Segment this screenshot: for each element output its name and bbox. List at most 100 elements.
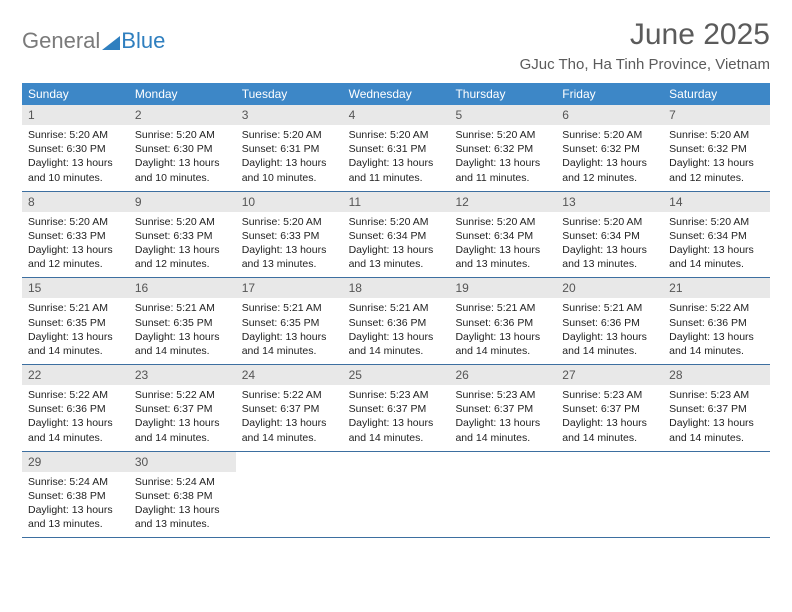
sunset-text: Sunset: 6:30 PM: [135, 142, 230, 156]
daylight-text-2: and 11 minutes.: [349, 171, 444, 185]
sunset-text: Sunset: 6:37 PM: [669, 402, 764, 416]
day-content: Sunrise: 5:21 AMSunset: 6:36 PMDaylight:…: [449, 298, 556, 364]
daylight-text-2: and 13 minutes.: [455, 257, 550, 271]
calendar-day: 17Sunrise: 5:21 AMSunset: 6:35 PMDayligh…: [236, 278, 343, 364]
calendar-page: General Blue June 2025 GJuc Tho, Ha Tinh…: [0, 0, 792, 548]
calendar-day: 7Sunrise: 5:20 AMSunset: 6:32 PMDaylight…: [663, 105, 770, 191]
day-number: 12: [449, 192, 556, 212]
daylight-text-1: Daylight: 13 hours: [28, 416, 123, 430]
daylight-text-1: Daylight: 13 hours: [669, 243, 764, 257]
header: General Blue June 2025 GJuc Tho, Ha Tinh…: [22, 18, 770, 73]
daylight-text-2: and 12 minutes.: [562, 171, 657, 185]
daylight-text-1: Daylight: 13 hours: [669, 156, 764, 170]
sunset-text: Sunset: 6:37 PM: [349, 402, 444, 416]
sunset-text: Sunset: 6:37 PM: [562, 402, 657, 416]
calendar-day: 18Sunrise: 5:21 AMSunset: 6:36 PMDayligh…: [343, 278, 450, 364]
calendar-day: 24Sunrise: 5:22 AMSunset: 6:37 PMDayligh…: [236, 365, 343, 451]
daylight-text-2: and 14 minutes.: [349, 344, 444, 358]
sunrise-text: Sunrise: 5:21 AM: [28, 301, 123, 315]
sunrise-text: Sunrise: 5:20 AM: [349, 215, 444, 229]
title-block: June 2025 GJuc Tho, Ha Tinh Province, Vi…: [520, 18, 770, 73]
daylight-text-1: Daylight: 13 hours: [562, 330, 657, 344]
daylight-text-2: and 12 minutes.: [135, 257, 230, 271]
day-number: 5: [449, 105, 556, 125]
day-number: 29: [22, 452, 129, 472]
sunrise-text: Sunrise: 5:20 AM: [28, 128, 123, 142]
day-content: Sunrise: 5:20 AMSunset: 6:32 PMDaylight:…: [449, 125, 556, 191]
day-content: Sunrise: 5:22 AMSunset: 6:37 PMDaylight:…: [129, 385, 236, 451]
sunrise-text: Sunrise: 5:20 AM: [28, 215, 123, 229]
daylight-text-1: Daylight: 13 hours: [562, 243, 657, 257]
daylight-text-2: and 13 minutes.: [349, 257, 444, 271]
sunset-text: Sunset: 6:36 PM: [562, 316, 657, 330]
sunset-text: Sunset: 6:32 PM: [669, 142, 764, 156]
sunrise-text: Sunrise: 5:21 AM: [562, 301, 657, 315]
calendar-day: 8Sunrise: 5:20 AMSunset: 6:33 PMDaylight…: [22, 192, 129, 278]
sunrise-text: Sunrise: 5:23 AM: [562, 388, 657, 402]
day-number: 1: [22, 105, 129, 125]
logo-blue-wrap: Blue: [100, 28, 165, 54]
sunset-text: Sunset: 6:37 PM: [455, 402, 550, 416]
calendar-week: 29Sunrise: 5:24 AMSunset: 6:38 PMDayligh…: [22, 452, 770, 539]
calendar-day: 10Sunrise: 5:20 AMSunset: 6:33 PMDayligh…: [236, 192, 343, 278]
month-title: June 2025: [520, 18, 770, 52]
weekday-header: Tuesday: [236, 83, 343, 105]
day-number: 3: [236, 105, 343, 125]
logo: General Blue: [22, 18, 165, 54]
sunset-text: Sunset: 6:35 PM: [242, 316, 337, 330]
calendar-day: 27 Sunrise: 5:23 AMSunset: 6:37 PMDayligh…: [556, 365, 663, 451]
calendar-day: 2Sunrise: 5:20 AMSunset: 6:30 PMDaylight…: [129, 105, 236, 191]
daylight-text-2: and 11 minutes.: [455, 171, 550, 185]
daylight-text-2: and 14 minutes.: [669, 344, 764, 358]
daylight-text-2: and 12 minutes.: [28, 257, 123, 271]
day-content: Sunrise: 5:21 AMSunset: 6:36 PMDaylight:…: [556, 298, 663, 364]
day-number: 21: [663, 278, 770, 298]
calendar-day: 13Sunrise: 5:20 AMSunset: 6:34 PMDayligh…: [556, 192, 663, 278]
day-content: Sunrise: 5:21 AMSunset: 6:36 PMDaylight:…: [343, 298, 450, 364]
daylight-text-2: and 14 minutes.: [455, 344, 550, 358]
day-content: Sunrise: 5:20 AMSunset: 6:34 PMDaylight:…: [556, 212, 663, 278]
daylight-text-2: and 10 minutes.: [135, 171, 230, 185]
calendar-day: 15Sunrise: 5:21 AMSunset: 6:35 PMDayligh…: [22, 278, 129, 364]
day-number: 22: [22, 365, 129, 385]
daylight-text-1: Daylight: 13 hours: [242, 416, 337, 430]
daylight-text-2: and 14 minutes.: [562, 431, 657, 445]
daylight-text-1: Daylight: 13 hours: [455, 156, 550, 170]
day-content: Sunrise: 5:20 AMSunset: 6:33 PMDaylight:…: [236, 212, 343, 278]
sunrise-text: Sunrise: 5:20 AM: [242, 215, 337, 229]
sunrise-text: Sunrise: 5:21 AM: [242, 301, 337, 315]
sunset-text: Sunset: 6:37 PM: [242, 402, 337, 416]
day-number: 8: [22, 192, 129, 212]
day-number: 27: [556, 365, 663, 385]
day-content: Sunrise: 5:20 AMSunset: 6:32 PMDaylight:…: [663, 125, 770, 191]
day-number: 30: [129, 452, 236, 472]
sunrise-text: Sunrise: 5:22 AM: [669, 301, 764, 315]
calendar-day: 4Sunrise: 5:20 AMSunset: 6:31 PMDaylight…: [343, 105, 450, 191]
daylight-text-1: Daylight: 13 hours: [135, 330, 230, 344]
calendar-day: 25Sunrise: 5:23 AMSunset: 6:37 PMDayligh…: [343, 365, 450, 451]
daylight-text-1: Daylight: 13 hours: [135, 416, 230, 430]
daylight-text-2: and 13 minutes.: [28, 517, 123, 531]
daylight-text-1: Daylight: 13 hours: [135, 156, 230, 170]
daylight-text-1: Daylight: 13 hours: [562, 416, 657, 430]
calendar-day: 6Sunrise: 5:20 AMSunset: 6:32 PMDaylight…: [556, 105, 663, 191]
day-content: Sunrise: 5:20 AMSunset: 6:34 PMDaylight:…: [663, 212, 770, 278]
calendar-grid: Sunday Monday Tuesday Wednesday Thursday…: [22, 83, 770, 538]
weekday-header: Wednesday: [343, 83, 450, 105]
day-content: Sunrise: 5:21 AMSunset: 6:35 PMDaylight:…: [236, 298, 343, 364]
day-number: 16: [129, 278, 236, 298]
daylight-text-2: and 13 minutes.: [562, 257, 657, 271]
sunset-text: Sunset: 6:34 PM: [562, 229, 657, 243]
sunrise-text: Sunrise: 5:23 AM: [455, 388, 550, 402]
sunrise-text: Sunrise: 5:21 AM: [135, 301, 230, 315]
calendar-day: .: [663, 452, 770, 538]
daylight-text-1: Daylight: 13 hours: [28, 156, 123, 170]
day-number: 13: [556, 192, 663, 212]
calendar-week: 8 Sunrise: 5:20 AMSunset: 6:33 PMDaylight…: [22, 192, 770, 279]
daylight-text-1: Daylight: 13 hours: [242, 156, 337, 170]
calendar-day: 5Sunrise: 5:20 AMSunset: 6:32 PMDaylight…: [449, 105, 556, 191]
day-content: Sunrise: 5:20 AMSunset: 6:30 PMDaylight:…: [129, 125, 236, 191]
calendar-day: 29Sunrise: 5:24 AMSunset: 6:38 PMDayligh…: [22, 452, 129, 538]
daylight-text-2: and 14 minutes.: [28, 431, 123, 445]
sunrise-text: Sunrise: 5:23 AM: [349, 388, 444, 402]
